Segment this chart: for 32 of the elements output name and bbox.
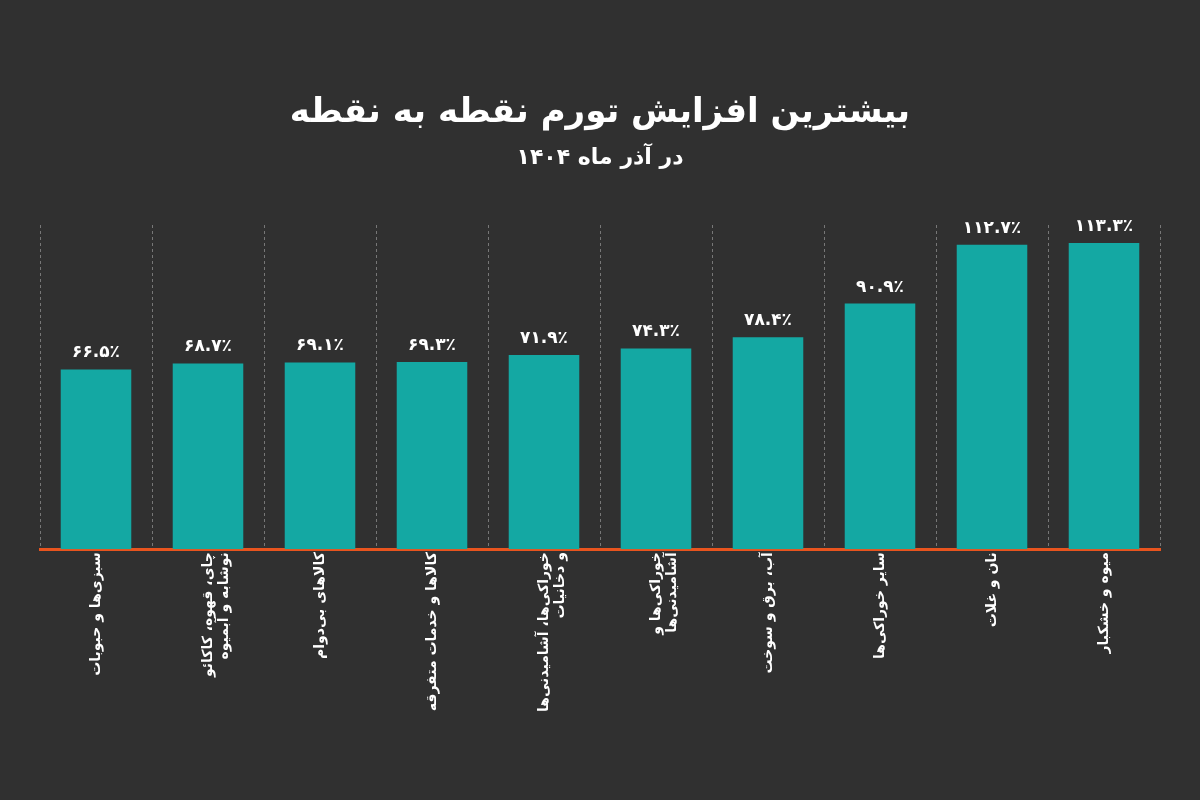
bar — [844, 303, 916, 550]
x-tick-label: سایر خوراکی‌ها — [870, 552, 888, 660]
bar — [956, 244, 1028, 550]
x-tick-label: نان و غلات — [982, 552, 1000, 628]
x-tick-label: خوراکی‌ها و آشامیدنی‌ها — [646, 550, 680, 636]
x-tick-label: آب، برق و سوخت — [757, 550, 776, 674]
data-label: ۹۰.۹٪ — [856, 275, 904, 296]
bar — [60, 369, 132, 550]
data-label: ۷۸.۴٪ — [744, 309, 792, 330]
x-tick-label: میوه و خشکبار — [1094, 552, 1112, 655]
data-label: ۶۹.۱٪ — [296, 334, 344, 355]
data-label: ۶۶.۵٪ — [72, 341, 120, 362]
x-tick-label: کالاها و خدمات متفرقه — [422, 551, 440, 712]
x-tick-label: خوراکی‌ها، آشامیدنی‌ها و دخانیات — [533, 552, 569, 713]
bar — [284, 362, 356, 550]
x-tick-label: چای، قهوه، کاکائو نوشابه و آبمیوه — [198, 552, 233, 678]
x-tick-label: سبزی‌ها و حبوبات — [86, 552, 104, 676]
chart-title: بیشترین افزایش تورم نقطه به نقطه — [288, 89, 912, 130]
x-tick-label: کالاهای بی‌دوام — [310, 551, 328, 660]
bar — [732, 337, 804, 550]
bar — [1068, 243, 1140, 550]
chart-subtitle: در آذر ماه ۱۴۰۴ — [515, 144, 685, 169]
bar — [508, 354, 580, 550]
bar — [620, 348, 692, 550]
data-label: ۱۱۲.۷٪ — [962, 216, 1022, 237]
data-label: ۱۱۳.۳٪ — [1074, 215, 1134, 236]
data-label: ۶۹.۳٪ — [408, 333, 456, 354]
data-label: ۷۴.۳٪ — [632, 320, 680, 341]
bar — [396, 361, 468, 550]
bar — [172, 363, 244, 550]
data-label: ۷۱.۹٪ — [520, 326, 568, 347]
data-label: ۶۸.۷٪ — [184, 335, 232, 356]
